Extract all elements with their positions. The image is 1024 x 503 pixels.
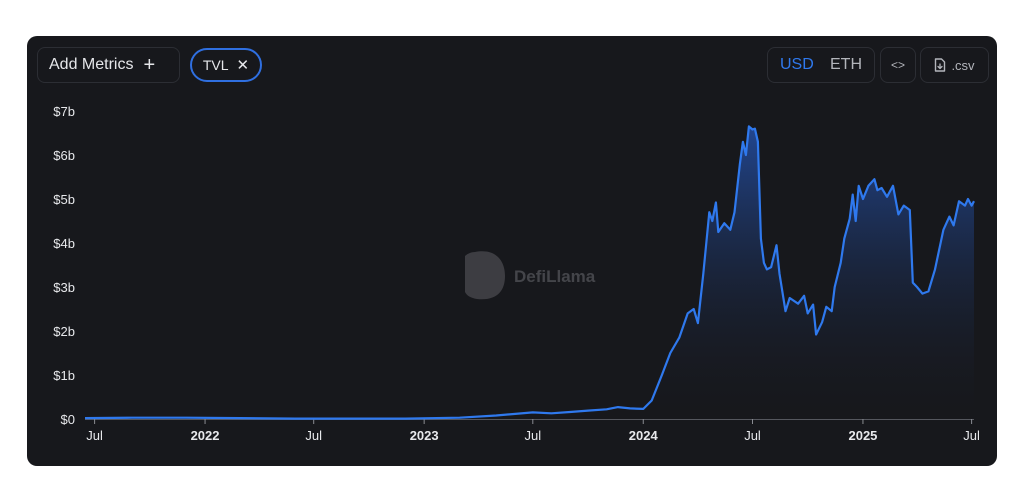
add-metrics-label: Add Metrics xyxy=(49,56,134,73)
plus-icon: + xyxy=(143,54,156,76)
y-tick-label: $6b xyxy=(53,148,75,163)
x-tick-label: 2024 xyxy=(629,428,659,443)
add-metrics-button[interactable]: Add Metrics + xyxy=(37,47,180,83)
close-icon[interactable]: ✕ xyxy=(236,57,250,74)
code-icon: <> xyxy=(890,58,905,72)
tvl-area-chart: DefiLlama $0 $1b $2b $3b $4b $5b $6b $7b Jul 202… xyxy=(53,104,980,443)
watermark: DefiLlama xyxy=(465,251,596,300)
x-tick-label: Jul xyxy=(86,428,103,443)
x-tick-label: Jul xyxy=(305,428,322,443)
x-axis: Jul 2022 Jul 2023 Jul 2024 Jul 2025 Jul xyxy=(85,419,980,443)
embed-button[interactable]: <> xyxy=(880,47,916,83)
y-tick-label: $5b xyxy=(53,192,75,207)
file-download-icon xyxy=(935,58,946,72)
llama-logo-icon xyxy=(465,251,505,300)
x-tick-label: Jul xyxy=(744,428,761,443)
download-csv-button[interactable]: .csv xyxy=(920,47,989,83)
x-tick-label: 2023 xyxy=(410,428,439,443)
tvl-chip-label: TVL xyxy=(202,57,229,73)
tvl-series-line xyxy=(84,125,975,420)
y-tick-label: $0 xyxy=(61,412,75,427)
y-tick-label: $2b xyxy=(53,324,75,339)
y-tick-label: $7b xyxy=(53,104,75,119)
x-tick-label: Jul xyxy=(963,428,980,443)
y-tick-label: $3b xyxy=(53,280,75,295)
y-tick-label: $1b xyxy=(53,368,75,383)
y-axis: $0 $1b $2b $3b $4b $5b $6b $7b xyxy=(53,104,75,427)
x-tick-label: 2022 xyxy=(191,428,220,443)
tvl-area-fill xyxy=(85,126,974,420)
currency-toggle: USD ETH xyxy=(767,47,875,83)
watermark-text: DefiLlama xyxy=(514,267,596,286)
y-tick-label: $4b xyxy=(53,236,75,251)
x-tick-label: Jul xyxy=(524,428,541,443)
x-tick-label: 2025 xyxy=(848,428,877,443)
tvl-metric-chip[interactable]: TVL ✕ xyxy=(190,48,262,82)
currency-eth-button[interactable]: ETH xyxy=(830,56,862,73)
chart-panel: Add Metrics + TVL ✕ USD ETH <> .csv Defi… xyxy=(27,36,997,466)
csv-label: .csv xyxy=(951,57,975,73)
currency-usd-button[interactable]: USD xyxy=(780,56,814,73)
